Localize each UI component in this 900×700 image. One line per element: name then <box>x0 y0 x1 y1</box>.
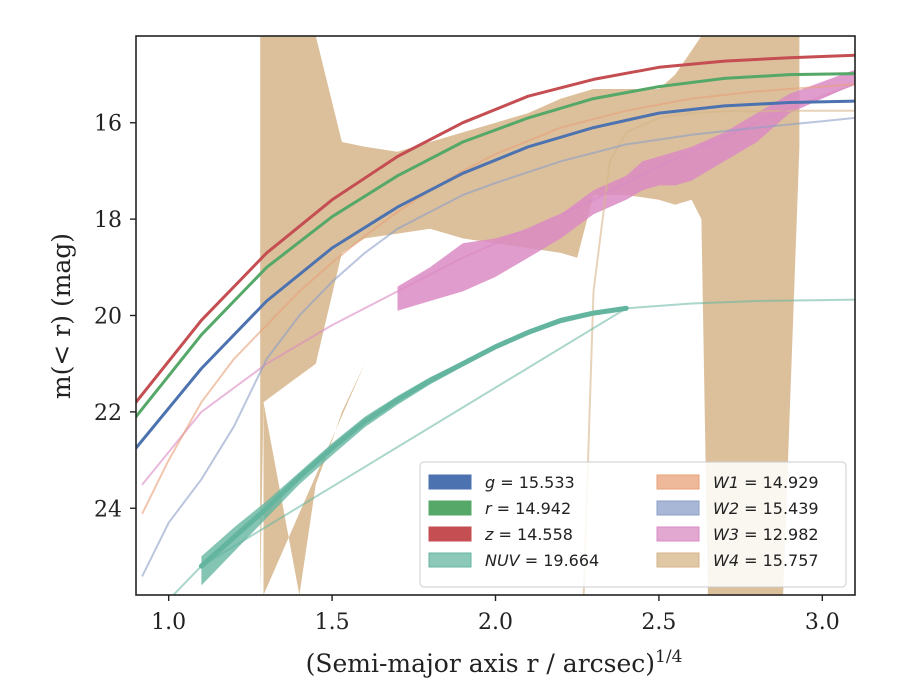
legend-swatch-w3 <box>656 526 700 542</box>
legend-swatch-r <box>428 500 472 516</box>
series-lines <box>136 53 855 595</box>
line-nuv <box>198 305 629 569</box>
x-tick-label: 3.0 <box>805 610 840 635</box>
y-axis-title: m(< r) (mag) <box>47 233 76 399</box>
legend-label-nuv: NUV = 19.664 <box>485 551 599 570</box>
y-axis-ticks: 16 18 20 22 24 <box>94 112 136 522</box>
line-w3 <box>141 83 855 486</box>
x-axis-title: (Semi-major axis r / arcsec)1/4 <box>306 647 683 678</box>
y-tick-label: 22 <box>94 401 122 426</box>
legend-label-z: z = 14.558 <box>484 525 573 544</box>
legend-label-r: r = 14.942 <box>485 499 571 518</box>
legend-swatch-w4 <box>656 552 700 568</box>
line-g <box>136 99 855 450</box>
legend-swatch-w2 <box>656 500 700 516</box>
y-tick-label: 20 <box>94 305 122 330</box>
y-tick-label: 24 <box>94 497 122 522</box>
x-tick-label: 1.5 <box>315 610 350 635</box>
legend-box <box>419 461 847 588</box>
x-tick-label: 2.0 <box>478 610 513 635</box>
line-z <box>136 53 855 404</box>
legend: g = 15.533 r = 14.942 z = 14.558 NUV = 19.6… <box>419 461 847 588</box>
x-axis-ticks: 1.0 1.5 2.0 2.5 3.0 <box>151 595 840 635</box>
line-w4 <box>582 109 855 595</box>
line-r <box>136 72 855 419</box>
legend-label-w3: W3 = 12.982 <box>713 525 819 544</box>
line-w1 <box>141 83 855 515</box>
x-axis-title-exponent: 1/4 <box>655 647 682 667</box>
x-tick-label: 2.5 <box>641 610 676 635</box>
legend-label-w1: W1 = 14.929 <box>713 473 819 492</box>
y-tick-label: 16 <box>94 112 122 137</box>
legend-swatch-g <box>428 474 472 490</box>
legend-swatch-nuv <box>428 552 472 568</box>
legend-label-g: g = 15.533 <box>485 473 575 492</box>
y-tick-label: 18 <box>94 208 122 233</box>
line-w2 <box>141 116 855 577</box>
legend-label-w4: W4 = 15.757 <box>713 551 819 570</box>
band-w4-lower-lobe <box>263 363 365 595</box>
legend-swatch-w1 <box>656 474 700 490</box>
legend-swatch-z <box>428 526 472 542</box>
legend-label-w2: W2 = 15.439 <box>713 499 819 518</box>
x-tick-label: 1.0 <box>151 610 186 635</box>
